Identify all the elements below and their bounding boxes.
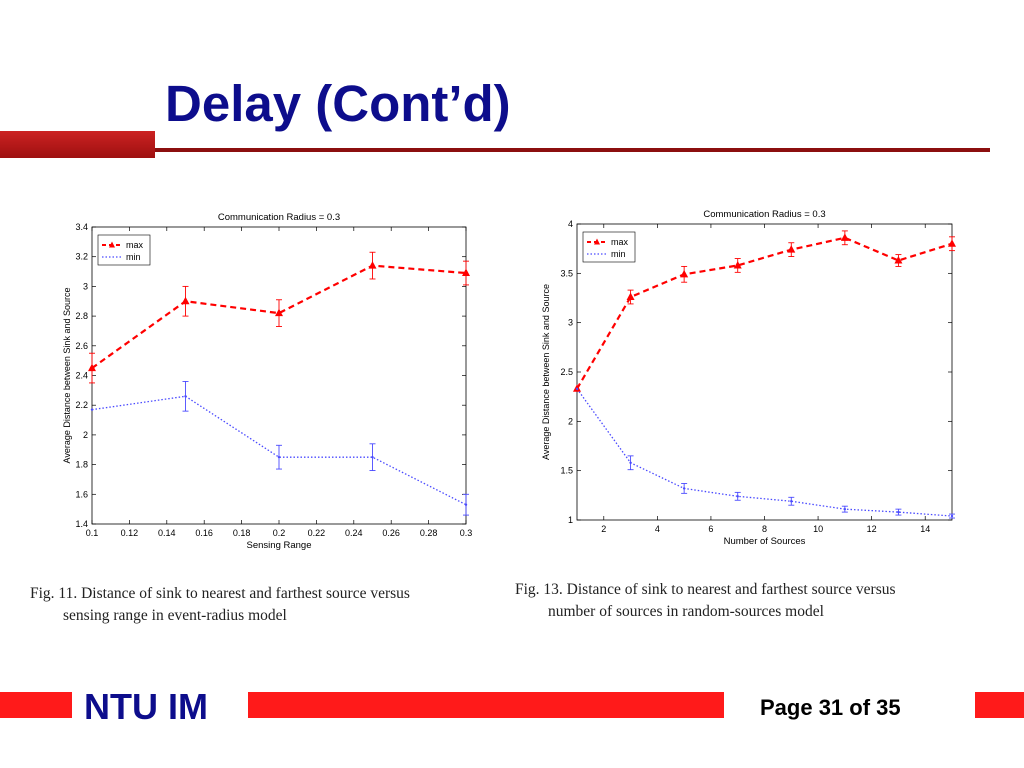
footer-brand: NTU IM bbox=[84, 686, 208, 727]
chart-number-of-sources: 2 4 6 8 10 12 14 1 1.5 2 2.5 3 3.5 4 Communication Rad… bbox=[541, 209, 956, 547]
y-tick-label: 2.6 bbox=[75, 341, 88, 351]
caption-left-line-1: Fig. 11. Distance of sink to nearest and… bbox=[30, 585, 410, 602]
data-point-min bbox=[371, 455, 374, 459]
y-tick-label: 2.2 bbox=[75, 400, 88, 410]
legend-label-max: max bbox=[126, 240, 144, 250]
caption-right: Fig. 13. Distance of sink to nearest and… bbox=[515, 579, 896, 623]
y-tick-label: 3.2 bbox=[75, 252, 88, 262]
y-tick-label: 2.8 bbox=[75, 311, 88, 321]
legend-label-max: max bbox=[611, 237, 629, 247]
y-tick-label: 4 bbox=[568, 219, 573, 229]
data-point-max bbox=[626, 292, 635, 301]
data-point-max bbox=[181, 296, 190, 305]
x-tick-label: 6 bbox=[708, 524, 713, 534]
page-number: Page 31 of 35 bbox=[760, 695, 901, 720]
data-point-min bbox=[950, 514, 954, 518]
y-axis-label: Average Distance between Sink and Source bbox=[62, 288, 72, 464]
chart-title: Communication Radius = 0.3 bbox=[703, 209, 825, 220]
data-point-min bbox=[629, 461, 632, 464]
y-tick-label: 2 bbox=[568, 416, 573, 426]
y-tick-label: 2.4 bbox=[75, 371, 88, 381]
data-point-min bbox=[184, 395, 187, 398]
x-axis-label: Sensing Range bbox=[247, 540, 312, 551]
caption-left-line-2: sensing range in event-radius model bbox=[63, 607, 287, 624]
title-underline bbox=[155, 148, 990, 152]
y-tick-label: 3 bbox=[83, 281, 88, 291]
legend-marker-max bbox=[594, 238, 600, 245]
data-point-max bbox=[840, 233, 849, 241]
legend-box bbox=[582, 231, 636, 263]
y-tick-label: 3.4 bbox=[75, 222, 88, 232]
legend-marker-max bbox=[109, 241, 115, 248]
caption-right-line-2: number of sources in random-sources mode… bbox=[548, 603, 824, 620]
x-tick-label: 0.3 bbox=[460, 528, 473, 538]
x-tick-label: 0.24 bbox=[345, 528, 363, 538]
data-point-max bbox=[275, 308, 283, 317]
x-axis-label: Number of Sources bbox=[724, 536, 806, 547]
y-axis-label: Average Distance between Sink and Source bbox=[541, 284, 551, 460]
y-tick-label: 1.4 bbox=[75, 519, 88, 529]
y-tick-label: 3 bbox=[568, 318, 573, 328]
data-point-min bbox=[897, 510, 900, 514]
caption-left: Fig. 11. Distance of sink to nearest and… bbox=[30, 583, 410, 627]
data-point-max bbox=[88, 363, 96, 372]
legend-label-min: min bbox=[611, 249, 626, 259]
series-line-max bbox=[91, 264, 467, 369]
y-tick-label: 1.5 bbox=[560, 466, 573, 476]
x-tick-label: 0.22 bbox=[308, 528, 326, 538]
data-point-min bbox=[682, 487, 686, 490]
series-line-max bbox=[576, 236, 953, 390]
data-point-max bbox=[462, 268, 470, 277]
data-point-max bbox=[733, 260, 742, 269]
data-point-max bbox=[368, 261, 377, 269]
footer-bar-middle bbox=[248, 692, 724, 718]
data-point-max bbox=[680, 269, 689, 278]
x-tick-label: 0.28 bbox=[420, 528, 438, 538]
data-point-min bbox=[790, 500, 793, 503]
x-tick-label: 10 bbox=[813, 524, 823, 534]
title-accent-bar bbox=[0, 131, 155, 158]
slide-title: Delay (Cont’d) bbox=[165, 75, 511, 132]
series-line-min bbox=[576, 388, 953, 517]
y-tick-label: 1.8 bbox=[75, 460, 88, 470]
x-tick-label: 0.2 bbox=[273, 528, 286, 538]
plot-frame bbox=[91, 226, 467, 525]
plot-frame bbox=[576, 223, 953, 521]
chart-sensing-range: 0.1 0.12 0.14 0.16 0.18 0.2 0.22 0.24 0.26 0.28 0.… bbox=[62, 212, 473, 551]
data-point-min bbox=[575, 387, 579, 390]
data-point-min bbox=[464, 503, 468, 506]
legend-label-min: min bbox=[126, 252, 141, 262]
data-point-min bbox=[90, 408, 94, 411]
footer-bar-right bbox=[975, 692, 1024, 718]
x-tick-label: 0.1 bbox=[86, 528, 99, 538]
y-tick-label: 1.6 bbox=[75, 489, 88, 499]
data-point-min bbox=[736, 495, 739, 498]
data-point-max bbox=[787, 245, 796, 253]
x-tick-label: 12 bbox=[867, 524, 877, 534]
chart-title: Communication Radius = 0.3 bbox=[218, 212, 340, 223]
x-tick-label: 4 bbox=[655, 524, 660, 534]
x-tick-label: 0.16 bbox=[195, 528, 213, 538]
caption-right-line-1: Fig. 13. Distance of sink to nearest and… bbox=[515, 581, 896, 598]
x-tick-label: 14 bbox=[920, 524, 930, 534]
x-tick-label: 0.18 bbox=[233, 528, 251, 538]
y-tick-label: 2 bbox=[83, 430, 88, 440]
data-point-min bbox=[843, 507, 847, 511]
x-tick-label: 0.14 bbox=[158, 528, 176, 538]
x-tick-label: 0.12 bbox=[121, 528, 139, 538]
x-tick-label: 2 bbox=[601, 524, 606, 534]
x-tick-label: 8 bbox=[762, 524, 767, 534]
data-point-max bbox=[948, 239, 956, 247]
footer-bar-left bbox=[0, 692, 72, 718]
data-point-min bbox=[277, 455, 281, 459]
y-tick-label: 3.5 bbox=[560, 268, 573, 278]
data-point-max bbox=[894, 256, 903, 264]
y-tick-label: 1 bbox=[568, 515, 573, 525]
x-tick-label: 0.26 bbox=[382, 528, 400, 538]
y-tick-label: 2.5 bbox=[560, 367, 573, 377]
legend-box bbox=[97, 234, 151, 266]
